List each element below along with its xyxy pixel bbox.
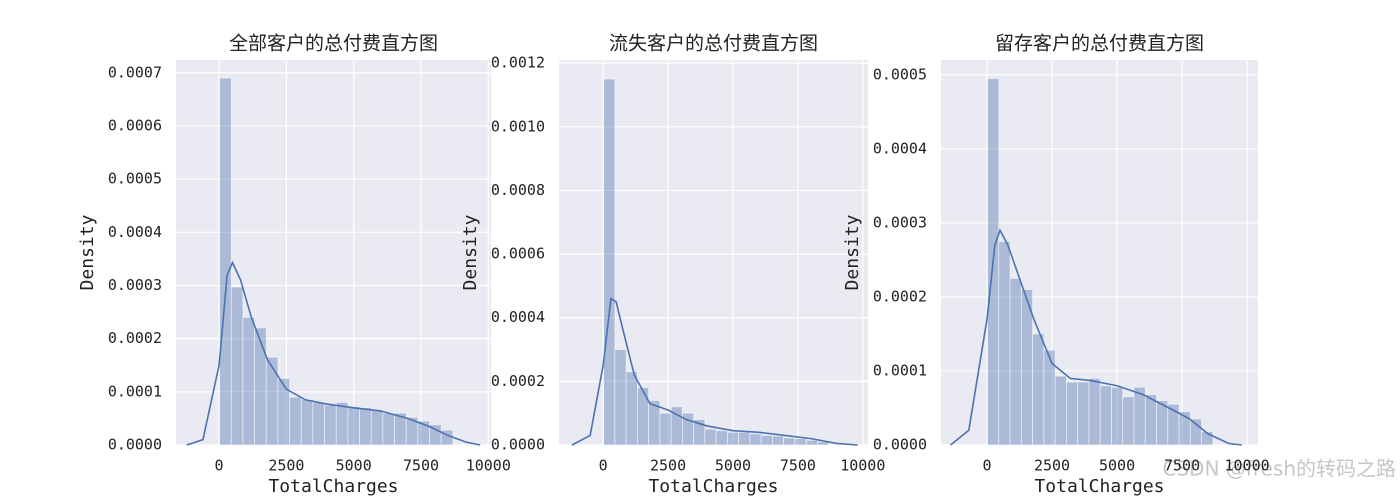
- bar: [1144, 394, 1157, 446]
- x-tick-label: 5000: [336, 457, 372, 475]
- y-tick-label: 0.0000: [873, 436, 927, 454]
- bar: [242, 316, 255, 446]
- bar: [1032, 333, 1045, 446]
- bar: [335, 402, 349, 446]
- y-tick-label: 0.0008: [491, 181, 545, 199]
- y-axis-label: Density: [77, 214, 98, 290]
- y-tick-label: 0.0006: [491, 245, 545, 263]
- x-axis-label: TotalCharges: [268, 476, 398, 497]
- bar: [738, 431, 751, 446]
- chart-title: 全部客户的总付费直方图: [229, 33, 438, 55]
- bar: [1099, 385, 1112, 446]
- kde-line: [950, 228, 1242, 446]
- y-tick-label: 0.0004: [108, 223, 162, 241]
- bar: [1065, 381, 1079, 446]
- x-tick-label: 0: [599, 457, 608, 475]
- bar: [614, 349, 627, 446]
- bar: [1009, 278, 1022, 446]
- bar: [1088, 377, 1101, 446]
- y-tick-label: 0.0003: [873, 213, 927, 231]
- bar: [324, 404, 337, 446]
- x-tick-label: 10000: [1224, 457, 1269, 475]
- x-tick-label: 0: [215, 457, 224, 475]
- bar: [749, 433, 762, 446]
- y-tick-label: 0.0004: [491, 308, 545, 326]
- bar: [1189, 418, 1202, 446]
- watermark: CSDN @fresh的转码之路: [1162, 457, 1396, 481]
- x-tick-label: 7500: [1164, 457, 1200, 475]
- bar: [382, 412, 395, 446]
- bar: [219, 77, 232, 446]
- x-tick-label: 2500: [650, 457, 686, 475]
- x-tick-label: 7500: [403, 457, 439, 475]
- bar: [1133, 386, 1146, 446]
- y-axis-label: Density: [460, 214, 481, 290]
- bar: [1111, 386, 1124, 446]
- x-tick-label: 0: [983, 457, 992, 475]
- y-tick-label: 0.0004: [873, 139, 927, 157]
- bar: [254, 327, 267, 446]
- y-tick-label: 0.0010: [491, 117, 545, 135]
- plot-area: [176, 60, 491, 445]
- y-axis-label: Density: [842, 214, 863, 290]
- bar: [805, 439, 818, 446]
- y-tick-label: 0.0005: [873, 65, 927, 83]
- y-tick-label: 0.0002: [491, 372, 545, 390]
- y-tick-label: 0.0001: [108, 382, 162, 400]
- bar: [625, 371, 638, 446]
- bar: [998, 240, 1011, 446]
- y-tick-label: 0.0002: [873, 287, 927, 305]
- bar: [603, 78, 616, 446]
- chart-title: 流失客户的总付费直方图: [609, 33, 818, 55]
- bar: [1077, 381, 1090, 446]
- bar: [359, 407, 372, 446]
- bar: [783, 437, 796, 446]
- x-tick-label: 5000: [1099, 457, 1135, 475]
- x-axis-label: TotalCharges: [1034, 476, 1164, 497]
- bar: [265, 356, 279, 446]
- x-tick-label: 10000: [466, 457, 511, 475]
- bar: [1201, 431, 1214, 446]
- bar: [771, 435, 785, 446]
- bar: [726, 431, 740, 446]
- x-tick-label: 2500: [268, 457, 304, 475]
- y-tick-label: 0.0005: [108, 170, 162, 188]
- bar: [347, 406, 360, 446]
- bar: [794, 438, 807, 446]
- bar: [715, 430, 728, 446]
- bar: [230, 286, 244, 446]
- bar: [312, 402, 325, 446]
- y-tick-label: 0.0012: [491, 54, 545, 72]
- x-tick-label: 7500: [780, 457, 816, 475]
- y-tick-label: 0.0007: [108, 63, 162, 81]
- bar: [370, 410, 384, 446]
- bar: [289, 396, 302, 446]
- chart-title: 留存客户的总付费直方图: [995, 33, 1204, 55]
- kde-line: [186, 260, 481, 446]
- bar: [300, 399, 314, 446]
- y-tick-label: 0.0001: [873, 361, 927, 379]
- bar: [816, 441, 830, 446]
- y-tick-label: 0.0003: [108, 276, 162, 294]
- bar: [277, 378, 290, 446]
- bar: [760, 435, 773, 446]
- y-tick-label: 0.0006: [108, 116, 162, 134]
- y-tick-label: 0.0000: [491, 436, 545, 454]
- x-tick-label: 2500: [1034, 457, 1070, 475]
- x-tick-label: 5000: [715, 457, 751, 475]
- bar: [1122, 396, 1135, 446]
- y-tick-label: 0.0002: [108, 329, 162, 347]
- y-tick-label: 0.0000: [108, 436, 162, 454]
- bar: [704, 428, 717, 446]
- bar: [1054, 375, 1067, 446]
- x-tick-label: 10000: [840, 457, 885, 475]
- bar: [659, 412, 672, 446]
- x-axis-label: TotalCharges: [648, 476, 778, 497]
- kde-line: [571, 297, 858, 446]
- bar: [636, 387, 650, 446]
